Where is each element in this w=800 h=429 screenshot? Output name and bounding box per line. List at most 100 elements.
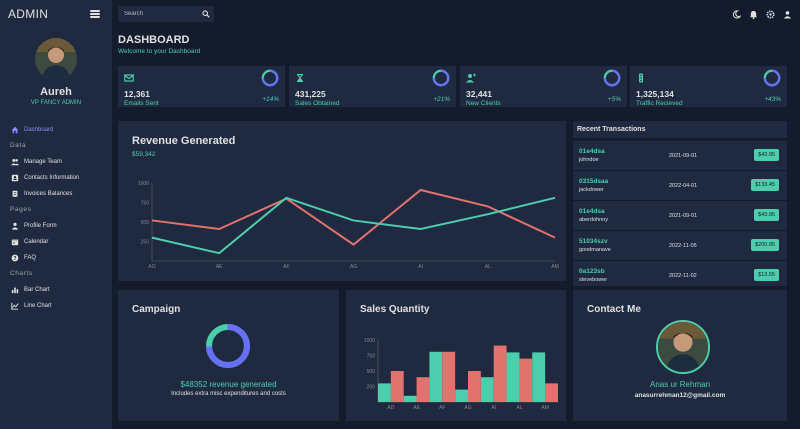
bar — [506, 352, 520, 402]
contact-email: anasurrehman12@gmail.com — [634, 392, 726, 399]
stat-label: Emails Sent — [124, 100, 159, 107]
x-tick-label: AM — [541, 405, 549, 411]
transaction-user: aberdohnny — [579, 217, 609, 223]
nav-section-charts: Charts — [10, 270, 33, 277]
menu-toggle-icon[interactable] — [90, 10, 100, 18]
sidebar-header: ADMIN — [0, 0, 112, 28]
dark-mode-icon[interactable] — [731, 9, 741, 19]
sidebar-item-bar-chart[interactable]: Bar Chart — [0, 282, 112, 298]
sidebar-item-label: Dashboard — [24, 127, 54, 133]
x-tick-label: AL — [516, 405, 522, 411]
sidebar-item-profile-form[interactable]: Profile Form — [0, 218, 112, 234]
y-tick-label: 500 — [141, 220, 150, 226]
stat-value: 32,441 — [466, 89, 492, 99]
bar — [390, 371, 404, 402]
bar — [416, 377, 430, 402]
contact-name: Anas ur Rehman — [649, 380, 711, 389]
sidebar-item-contacts[interactable]: Contacts Information — [0, 170, 112, 186]
sidebar-item-calendar[interactable]: Calendar — [0, 234, 112, 250]
people-icon — [10, 158, 20, 166]
bar — [403, 395, 417, 402]
transactions-panel: Recent Transactions 01e4dsa johndoe 2021… — [573, 121, 787, 286]
settings-icon[interactable] — [765, 9, 775, 19]
series-line — [151, 188, 556, 246]
x-tick-label: AE — [413, 405, 420, 411]
sidebar-item-label: Line Chart — [24, 303, 52, 309]
sidebar-item-label: Bar Chart — [24, 287, 50, 293]
x-tick-label: AG — [464, 405, 471, 411]
bar — [493, 345, 507, 402]
y-tick-label: 250 — [367, 385, 376, 391]
transaction-row: 51034szv goodmanave 2022-11-05 $200.95 — [573, 231, 787, 261]
help-icon: ? — [10, 254, 20, 262]
sidebar-item-dashboard[interactable]: Dashboard — [0, 122, 112, 138]
sales-bar-chart: 250 500 750 1000 AD AE AF AG AI AL AM — [364, 338, 558, 411]
notifications-icon[interactable] — [748, 9, 758, 19]
profile-role: VP FANCY ADMIN — [30, 100, 82, 106]
x-tick-label: AD — [387, 405, 394, 411]
sidebar-item-label: FAQ — [24, 255, 37, 261]
transaction-date: 2022-11-05 — [669, 243, 697, 249]
series-line — [151, 196, 556, 255]
nav-section-data: Data — [10, 142, 27, 149]
progress-ring — [261, 69, 279, 87]
x-tick-label: AE — [216, 264, 223, 270]
sales-card: Sales Quantity 250 500 750 1000 AD AE AF AG AI AL… — [346, 290, 566, 421]
transaction-date: 2021-09-01 — [669, 213, 698, 219]
stat-increase: +5% — [607, 96, 621, 103]
user-icon[interactable] — [782, 9, 792, 19]
receipt-icon — [10, 190, 20, 198]
search-input[interactable] — [124, 11, 202, 17]
bar — [545, 383, 558, 402]
progress-ring — [763, 69, 781, 87]
stat-card-traffic: 1,325,134 Traffic Recieved +43% — [630, 66, 787, 107]
campaign-revenue: $48352 revenue generated — [180, 380, 277, 389]
profile-name: Aureh — [40, 86, 72, 98]
transaction-row: 01e4dsa aberdohnny 2021-09-01 $43.95 — [573, 201, 787, 231]
sales-title: Sales Quantity — [360, 304, 430, 315]
x-tick-label: AF — [439, 405, 445, 411]
transaction-date: 2022-04-01 — [669, 183, 698, 189]
transaction-cost-badge: $133.45 — [751, 179, 779, 191]
sidebar-nav: Dashboard Data Manage Team Contacts Info… — [0, 122, 112, 314]
sidebar-item-line-chart[interactable]: Line Chart — [0, 298, 112, 314]
stat-label: New Clients — [466, 100, 501, 107]
transaction-id: 0a123sb — [579, 268, 605, 275]
contact-card: Contact Me Anas ur Rehman anasurrehman12… — [573, 290, 787, 421]
revenue-title: Revenue Generated — [132, 135, 236, 147]
x-tick-label: AL — [485, 264, 491, 270]
campaign-title: Campaign — [132, 304, 181, 315]
x-tick-label: AO — [148, 264, 155, 270]
search-icon[interactable] — [202, 5, 210, 23]
revenue-card: Revenue Generated $59,342 250 500 750 1000 A… — [118, 121, 566, 281]
y-tick-label: 750 — [141, 201, 150, 207]
page-subtitle: Welcome to your Dashboard — [118, 48, 201, 55]
sidebar-item-invoices[interactable]: Invoices Balances — [0, 186, 112, 202]
transaction-user: jackdower — [579, 187, 604, 193]
x-tick-label: AG — [350, 264, 357, 270]
stat-increase: +21% — [433, 96, 450, 103]
transaction-cost-badge: $200.95 — [751, 239, 779, 251]
y-tick-label: 1000 — [138, 181, 149, 187]
page-title: DASHBOARD — [118, 34, 190, 46]
bar — [532, 352, 546, 402]
svg-text:?: ? — [14, 256, 17, 262]
transaction-user: johndoe — [579, 157, 599, 163]
transactions-title: Recent Transactions — [573, 121, 787, 138]
x-tick-label: AI — [491, 405, 496, 411]
progress-ring — [603, 69, 621, 87]
bar — [480, 377, 494, 402]
search-box — [118, 6, 214, 22]
stat-increase: +14% — [262, 96, 279, 103]
sidebar-item-label: Profile Form — [24, 223, 57, 229]
sidebar-item-team[interactable]: Manage Team — [0, 154, 112, 170]
page-header: DASHBOARD Welcome to your Dashboard — [118, 34, 200, 55]
transaction-user: stevebower — [579, 277, 608, 283]
stat-card-clients: 32,441 New Clients +5% — [460, 66, 627, 107]
sidebar-item-faq[interactable]: ? FAQ — [0, 250, 112, 266]
sidebar: ADMIN Aureh VP FANCY ADMIN Dashboard Dat… — [0, 0, 112, 429]
transaction-row: 01e4dsa johndoe 2021-09-01 $43.95 — [573, 141, 787, 171]
transaction-id: 01e4dsa — [579, 148, 605, 155]
stat-label: Traffic Recieved — [636, 100, 683, 107]
sidebar-item-label: Manage Team — [24, 159, 62, 165]
